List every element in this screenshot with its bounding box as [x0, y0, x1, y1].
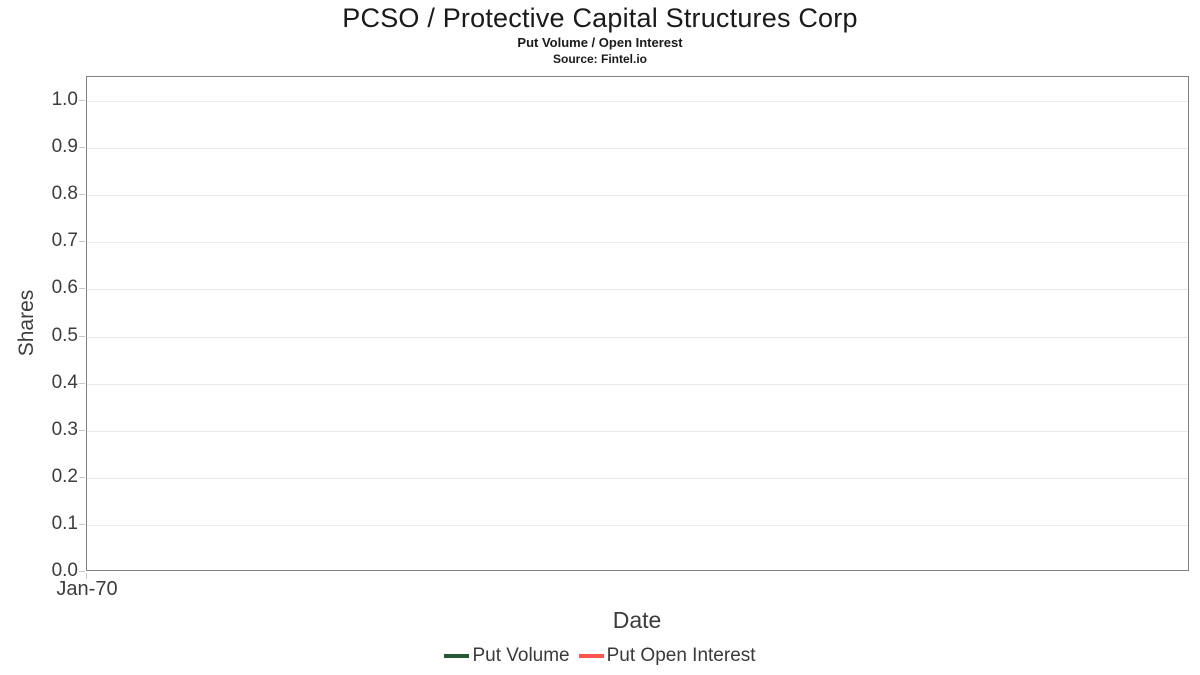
chart-subtitle: Put Volume / Open Interest	[517, 35, 683, 50]
gridline	[87, 430, 1188, 432]
legend-label-put-open-interest: Put Open Interest	[606, 645, 756, 666]
gridline	[87, 477, 1188, 479]
chart-title: PCSO / Protective Capital Structures Cor…	[342, 3, 858, 33]
x-tick-mark	[86, 572, 87, 579]
y-tick-mark	[79, 288, 85, 290]
y-tick-label: 0.5	[51, 324, 78, 346]
gridline	[87, 195, 1188, 197]
y-tick-mark	[79, 382, 85, 384]
legend-item-put-volume: Put Volume	[444, 645, 570, 667]
gridline	[87, 242, 1188, 244]
y-tick-label: 0.1	[51, 512, 78, 534]
gridline	[87, 336, 1188, 338]
put-open-interest-line-swatch	[578, 654, 604, 658]
y-tick-label: 0.9	[51, 136, 78, 158]
y-tick-label: 0.6	[51, 277, 78, 299]
y-tick-mark	[79, 241, 85, 243]
y-tick-label: 0.2	[51, 465, 78, 487]
x-tick-label: Jan-70	[56, 578, 118, 600]
y-tick-label: 0.4	[51, 371, 78, 393]
gridline	[87, 289, 1188, 291]
gridline	[87, 101, 1188, 102]
y-tick-mark	[79, 523, 85, 525]
y-tick-mark	[79, 100, 85, 101]
legend-item-put-open-interest: Put Open Interest	[578, 645, 756, 667]
y-tick-label: 0.3	[51, 418, 78, 440]
y-tick-label: 0.0	[51, 560, 78, 581]
legend: Put Volume Put Open Interest	[0, 645, 1200, 667]
y-tick-mark	[79, 571, 85, 572]
y-tick-mark	[79, 476, 85, 478]
put-volume-line-swatch	[444, 654, 470, 658]
y-tick-label: 0.8	[51, 183, 78, 205]
y-axis-title: Shares	[15, 289, 38, 357]
legend-label-put-volume: Put Volume	[472, 645, 570, 666]
y-tick-mark	[79, 335, 85, 337]
y-tick-label: 1.0	[51, 89, 78, 110]
y-tick-mark	[79, 429, 85, 431]
plot-area	[86, 76, 1189, 571]
gridline	[87, 148, 1188, 150]
chart-source: Source: Fintel.io	[552, 52, 647, 66]
y-tick-label: 0.7	[51, 230, 78, 252]
gridline	[87, 524, 1188, 526]
y-tick-mark	[79, 194, 85, 196]
x-axis-title: Date	[612, 607, 662, 633]
y-tick-mark	[79, 147, 85, 149]
gridline	[87, 383, 1188, 385]
